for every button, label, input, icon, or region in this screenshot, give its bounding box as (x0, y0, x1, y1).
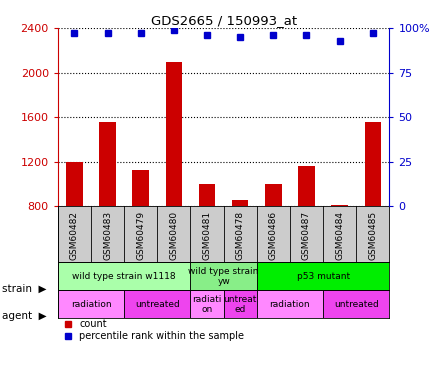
Text: GSM60480: GSM60480 (170, 211, 178, 260)
Text: GSM60482: GSM60482 (70, 211, 79, 260)
Bar (190, 290, 224, 318)
Bar (190, 262, 257, 290)
Text: GSM60479: GSM60479 (136, 211, 145, 260)
Bar (99, 122, 116, 206)
Bar (298, 166, 315, 206)
Text: strain  ▶: strain ▶ (2, 284, 47, 294)
Bar (66, 162, 83, 206)
Bar (133, 170, 149, 206)
Bar (323, 290, 389, 318)
Bar (58, 262, 190, 290)
Text: GSM60487: GSM60487 (302, 211, 311, 260)
Text: GSM60478: GSM60478 (236, 211, 245, 260)
Text: GSM60481: GSM60481 (202, 211, 211, 260)
Bar (364, 122, 381, 206)
Text: radiati
on: radiati on (192, 295, 222, 314)
Text: count: count (79, 319, 107, 329)
Bar (166, 62, 182, 206)
Text: percentile rank within the sample: percentile rank within the sample (79, 330, 244, 340)
Text: GSM60485: GSM60485 (368, 211, 377, 260)
Text: wild type strain w1118: wild type strain w1118 (73, 272, 176, 281)
Text: p53 mutant: p53 mutant (296, 272, 350, 281)
Text: agent  ▶: agent ▶ (2, 312, 47, 321)
Bar (265, 184, 282, 206)
Bar (58, 290, 124, 318)
Text: GSM60483: GSM60483 (103, 211, 112, 260)
Bar (257, 290, 323, 318)
Bar (199, 184, 215, 206)
Text: radiation: radiation (71, 300, 111, 309)
Text: untreated: untreated (135, 300, 180, 309)
Bar (257, 262, 389, 290)
Text: untreat
ed: untreat ed (223, 295, 257, 314)
Bar (332, 205, 348, 206)
Bar (124, 290, 190, 318)
Text: untreated: untreated (334, 300, 379, 309)
Bar (232, 200, 248, 206)
Text: GSM60484: GSM60484 (335, 211, 344, 260)
Text: radiation: radiation (270, 300, 310, 309)
Text: GSM60486: GSM60486 (269, 211, 278, 260)
Title: GDS2665 / 150993_at: GDS2665 / 150993_at (150, 14, 297, 27)
Text: wild type strain
yw: wild type strain yw (188, 267, 259, 286)
Bar (223, 290, 257, 318)
